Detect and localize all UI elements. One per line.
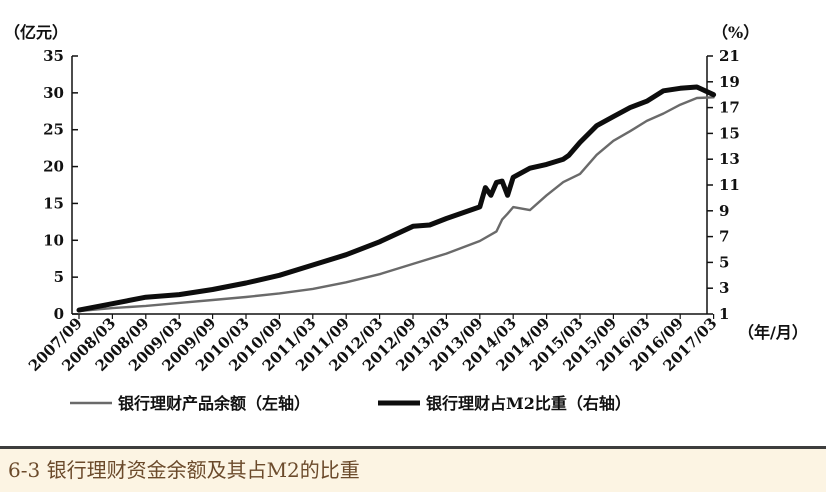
y-right-tick-label: 15	[719, 124, 740, 142]
y-left-tick-label: 30	[43, 84, 64, 102]
y-right-tick-label: 9	[719, 202, 729, 220]
figure-caption: 6-3 银行理财资金余额及其占M2的比重	[8, 458, 360, 482]
y-right-tick-label: 17	[719, 99, 740, 117]
y-left-tick-label: 35	[43, 47, 64, 65]
caption-divider	[0, 446, 826, 449]
chart-svg: 05101520253035135791113151719212007/0920…	[4, 23, 808, 413]
y-right-tick-label: 5	[719, 253, 729, 271]
y-right-tick-label: 13	[719, 150, 740, 168]
y-left-tick-label: 25	[43, 121, 64, 139]
right-axis-unit: （%）	[712, 23, 759, 42]
y-left-tick-label: 0	[54, 305, 64, 323]
y-right-tick-label: 21	[719, 47, 740, 65]
chart: 0 5 10 15 20 25 30 35 1 3 5 7 9 11 13 15 17 19 21 2007/09 20…	[4, 23, 808, 413]
series-line-2	[76, 84, 717, 313]
y-right-tick-label: 7	[719, 228, 729, 246]
left-axis-unit: （亿元）	[4, 23, 68, 42]
y-right-tick-label: 11	[719, 176, 740, 194]
y-left-tick-label: 20	[43, 158, 64, 176]
y-right-tick-label: 19	[719, 73, 740, 91]
caption-bar: 6-3 银行理财资金余额及其占M2的比重	[0, 449, 826, 492]
y-left-tick-label: 5	[54, 268, 64, 286]
y-left-tick-label: 10	[43, 231, 64, 249]
legend-label-2: 银行理财占M2比重（右轴）	[426, 394, 631, 413]
y-left-tick-label: 15	[43, 194, 64, 212]
x-axis-unit: （年/月）	[738, 323, 808, 342]
y-right-tick-label: 3	[719, 279, 729, 297]
legend-label-1: 银行理财产品余额（左轴）	[118, 394, 310, 413]
series-line-1	[77, 96, 715, 313]
y-right-tick-label: 1	[719, 305, 729, 323]
